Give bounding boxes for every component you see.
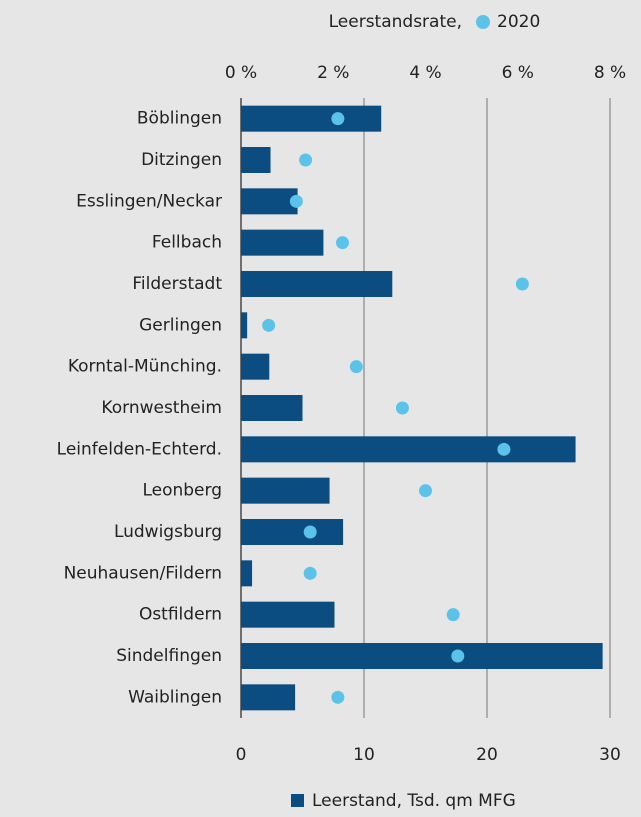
dot — [331, 690, 345, 704]
x2-axis-label: Leerstandsrate, — [329, 12, 462, 32]
y-tick-label: Filderstadt — [132, 274, 222, 294]
y-tick-label: Sindelfingen — [116, 646, 222, 666]
dot — [395, 401, 409, 415]
dot — [331, 112, 345, 126]
dot — [446, 608, 460, 622]
y-tick-label: Fellbach — [152, 233, 222, 253]
y-tick-label: Waiblingen — [128, 687, 222, 707]
bar — [241, 643, 603, 669]
y-tick-label: Neuhausen/Fildern — [64, 563, 222, 583]
bar — [241, 601, 335, 628]
x2-tick-label: 2 % — [317, 63, 349, 83]
y-tick-label: Esslingen/Neckar — [76, 191, 222, 211]
x2-tick-label: 8 % — [594, 63, 626, 83]
x-tick-label: 0 — [236, 745, 247, 765]
dot — [451, 649, 465, 663]
y-tick-label: Korntal-Münching. — [68, 357, 222, 377]
dot — [289, 194, 303, 208]
bar — [241, 436, 576, 463]
y-tick-label: Ditzingen — [141, 150, 222, 170]
legend-label: 2020 — [497, 12, 540, 32]
dot — [299, 153, 313, 167]
dot — [262, 318, 276, 332]
bar — [241, 312, 248, 339]
y-tick-label: Kornwestheim — [101, 398, 222, 418]
dot — [419, 484, 432, 498]
bar — [241, 560, 253, 587]
x2-tick-label: 0 % — [225, 63, 257, 83]
bar — [241, 188, 298, 215]
bar — [241, 684, 296, 711]
x-tick-label: 10 — [353, 745, 375, 765]
y-tick-label: Gerlingen — [139, 315, 222, 335]
legend-marker — [476, 15, 490, 29]
dot — [349, 360, 363, 374]
legend-marker — [291, 794, 304, 807]
bar — [241, 229, 324, 256]
x2-tick-label: 4 % — [409, 63, 441, 83]
bar — [241, 477, 330, 504]
bar — [241, 519, 344, 545]
y-tick-label: Böblingen — [137, 109, 222, 129]
y-tick-label: Leinfelden-Echterd. — [57, 439, 222, 459]
dot — [303, 566, 317, 580]
dot — [303, 525, 317, 539]
bar — [241, 353, 270, 380]
x2-tick-label: 6 % — [502, 63, 534, 83]
legend-label: Leerstand, Tsd. qm MFG — [312, 791, 516, 811]
y-tick-label: Ludwigsburg — [114, 522, 222, 542]
dot — [515, 277, 529, 291]
bar — [241, 395, 303, 421]
x-tick-label: 30 — [599, 745, 621, 765]
bar — [241, 105, 382, 132]
dot — [335, 236, 349, 250]
x-tick-label: 20 — [476, 745, 498, 765]
bar — [241, 271, 393, 297]
y-tick-label: Ostfildern — [139, 605, 222, 625]
y-tick-label: Leonberg — [142, 481, 222, 501]
dot — [497, 442, 511, 456]
bar — [241, 147, 271, 173]
